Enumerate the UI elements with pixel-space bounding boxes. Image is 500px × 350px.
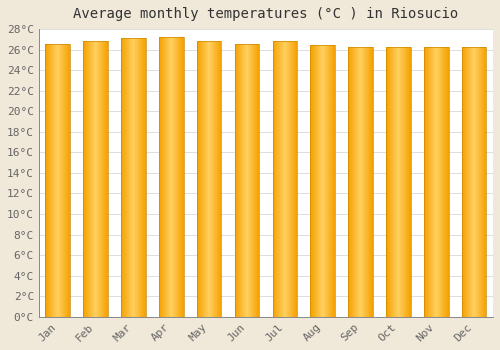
Bar	[462, 47, 486, 317]
Bar	[159, 37, 184, 317]
Bar	[310, 46, 335, 317]
Bar	[272, 41, 297, 317]
Bar	[46, 44, 70, 317]
Bar	[121, 38, 146, 317]
Bar	[197, 41, 222, 317]
Title: Average monthly temperatures (°C ) in Riosucio: Average monthly temperatures (°C ) in Ri…	[74, 7, 458, 21]
Bar	[386, 47, 410, 317]
Bar	[348, 47, 373, 317]
Bar	[424, 47, 448, 317]
Bar	[234, 44, 260, 317]
Bar	[84, 41, 108, 317]
